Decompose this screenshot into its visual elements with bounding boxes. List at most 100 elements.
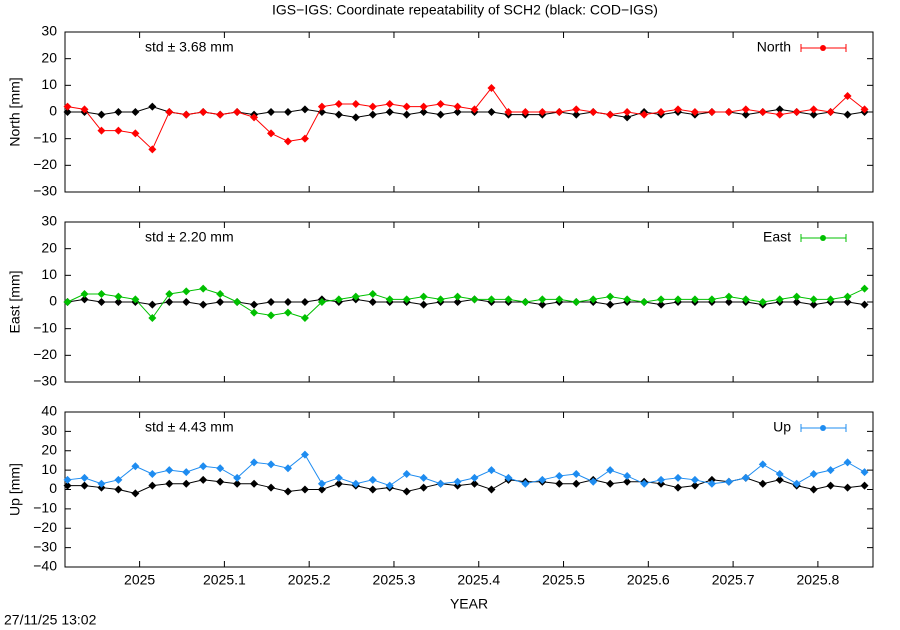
std-annotation: std ± 2.20 mm [145, 229, 234, 245]
data-point [131, 108, 140, 116]
data-point [826, 295, 835, 304]
data-point [690, 295, 699, 304]
data-point [623, 108, 632, 116]
data-point [792, 298, 801, 306]
data-point [419, 292, 428, 301]
data-point [182, 298, 191, 306]
data-point [741, 105, 750, 114]
data-point [351, 292, 360, 301]
series [63, 102, 869, 122]
data-point [80, 290, 89, 298]
page-title: IGS−IGS: Coordinate repeatability of SCH… [272, 2, 658, 18]
data-point [216, 464, 225, 473]
data-point [826, 108, 835, 116]
data-point [606, 300, 615, 309]
legend-label: North [757, 39, 791, 55]
data-point [572, 470, 581, 478]
data-point [555, 108, 564, 116]
data-point [182, 110, 191, 119]
data-point [300, 134, 309, 143]
data-point [843, 292, 852, 301]
data-point [453, 298, 462, 306]
y-tick-label: −10 [33, 319, 57, 335]
data-point [385, 481, 394, 490]
y-tick-label: −20 [33, 156, 57, 172]
data-point [368, 475, 377, 484]
data-point [165, 298, 174, 306]
data-point [809, 295, 818, 304]
data-point [165, 290, 174, 298]
data-point [317, 298, 326, 306]
data-point [572, 298, 581, 306]
data-point [334, 100, 343, 108]
data-point [114, 108, 123, 116]
data-point [131, 129, 140, 138]
y-tick-label: 10 [41, 266, 57, 282]
std-annotation: std ± 3.68 mm [145, 39, 234, 55]
data-point [589, 295, 598, 304]
data-point [521, 108, 530, 116]
data-point [114, 485, 123, 494]
data-point [182, 479, 191, 488]
data-point [131, 295, 140, 304]
std-annotation: std ± 4.43 mm [145, 419, 234, 435]
y-tick-label: −40 [33, 558, 57, 574]
data-point [572, 479, 581, 488]
series [63, 84, 869, 154]
legend-marker [820, 425, 826, 431]
data-point [690, 475, 699, 484]
y-tick-label: 0 [49, 293, 57, 309]
data-point [589, 477, 598, 486]
data-point [368, 485, 377, 494]
legend-marker [820, 235, 826, 241]
data-point [165, 479, 174, 488]
data-point [182, 287, 191, 296]
data-point [860, 300, 869, 309]
series [63, 450, 869, 490]
data-point [724, 477, 733, 486]
data-point [199, 284, 208, 293]
data-point [809, 105, 818, 114]
data-point [640, 298, 649, 306]
data-point [199, 108, 208, 116]
data-point [63, 102, 72, 111]
data-point [572, 110, 581, 119]
data-point [216, 298, 225, 306]
data-point [267, 311, 276, 320]
data-point [860, 481, 869, 490]
data-point [250, 300, 259, 309]
y-tick-label: 20 [41, 441, 57, 457]
data-point [690, 481, 699, 490]
data-point [148, 102, 157, 111]
data-point [419, 473, 428, 482]
data-point [487, 84, 496, 92]
x-tick-label: 2025.3 [373, 572, 416, 588]
data-point [233, 108, 242, 116]
data-point [334, 295, 343, 304]
data-point [826, 466, 835, 475]
data-point [809, 300, 818, 309]
legend-marker [820, 45, 826, 51]
data-point [97, 126, 106, 135]
data-point [267, 129, 276, 138]
data-point [741, 110, 750, 119]
data-point [250, 479, 259, 488]
data-point [97, 290, 106, 298]
data-point [623, 113, 632, 122]
data-point [148, 145, 157, 154]
data-point [80, 105, 89, 114]
data-point [419, 108, 428, 116]
y-tick-label: −30 [33, 538, 57, 554]
data-point [63, 475, 72, 484]
data-point [402, 102, 411, 111]
data-point [114, 292, 123, 301]
data-point [63, 298, 72, 306]
data-point [63, 108, 72, 116]
data-point [283, 308, 292, 317]
data-point [673, 483, 682, 492]
data-point [148, 314, 157, 322]
data-point [351, 479, 360, 488]
data-point [453, 108, 462, 116]
data-point [623, 471, 632, 480]
data-point [640, 110, 649, 119]
